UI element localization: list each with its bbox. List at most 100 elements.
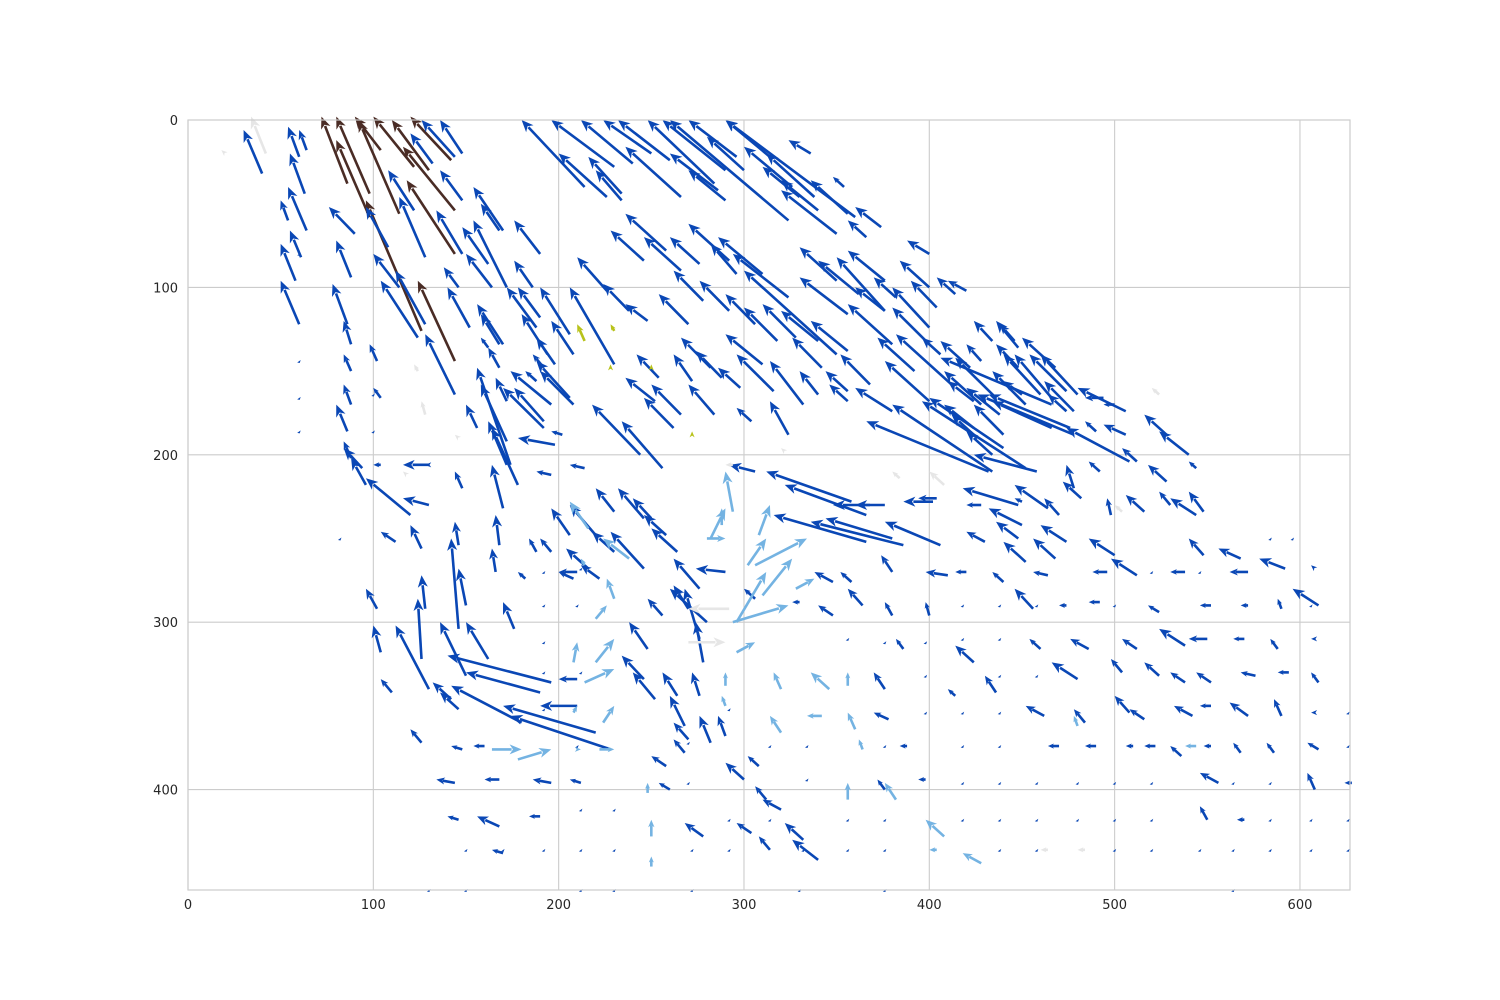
- vector-arrow: [695, 351, 723, 379]
- vector-arrow: [1188, 461, 1198, 470]
- vector-arrow: [514, 220, 542, 255]
- vector-arrow: [947, 280, 967, 292]
- vector-arrow-dot: [997, 818, 1002, 822]
- vector-arrow-dot: [1112, 604, 1117, 608]
- vector-arrow: [873, 712, 890, 721]
- vector-arrow: [781, 190, 838, 235]
- vector-arrow-dot: [997, 711, 1002, 715]
- vector-arrow-dot: [541, 848, 546, 852]
- vector-arrow: [1129, 709, 1146, 721]
- vector-arrow: [992, 571, 1005, 583]
- vector-arrow: [735, 571, 767, 623]
- vector-arrow: [836, 257, 886, 312]
- vector-arrow: [825, 371, 849, 393]
- vector-arrow: [1033, 538, 1057, 560]
- vector-arrow: [866, 421, 990, 473]
- vector-arrow: [343, 384, 353, 406]
- vector-arrow: [1311, 710, 1318, 716]
- vector-arrow: [489, 548, 499, 573]
- vector-arrow: [1233, 636, 1245, 642]
- vector-arrow: [388, 170, 416, 212]
- vector-arrow: [736, 354, 775, 393]
- vector-arrow: [580, 558, 587, 566]
- vector-arrow: [784, 484, 867, 517]
- vector-arrow: [447, 815, 459, 821]
- vector-arrow-dot: [923, 674, 928, 678]
- vector-arrow: [540, 287, 571, 335]
- vector-arrow-dot: [463, 848, 468, 852]
- vector-arrow-dot: [997, 637, 1002, 641]
- vector-arrow: [1233, 742, 1242, 754]
- vector-arrow: [1029, 354, 1068, 393]
- vector-arrow: [658, 782, 671, 791]
- vector-arrow-dot: [804, 745, 809, 749]
- vector-arrow: [784, 823, 805, 841]
- vector-arrow-dot: [997, 604, 1002, 608]
- x-axis-ticks: 0 100 200 300 400 500 600: [184, 898, 1313, 913]
- vector-arrow: [571, 642, 580, 663]
- vector-arrow: [746, 538, 767, 567]
- x-tick-label: 100: [361, 898, 386, 913]
- vector-arrow: [1114, 695, 1131, 714]
- vector-arrow-dot: [371, 430, 375, 434]
- vector-arrow: [280, 280, 301, 325]
- vector-arrow-dot: [575, 604, 579, 608]
- vector-arrow: [921, 337, 942, 356]
- vector-arrow: [1144, 414, 1168, 436]
- vector-arrow: [440, 120, 464, 155]
- vector-arrow: [1088, 538, 1116, 557]
- vector-arrow: [610, 531, 645, 570]
- vector-arrow-dot: [1197, 848, 1202, 852]
- vector-arrow-dot: [727, 848, 731, 852]
- vector-arrow: [495, 377, 508, 402]
- vector-arrow: [625, 304, 649, 322]
- vector-arrow: [621, 421, 664, 470]
- vector-arrow: [491, 428, 520, 486]
- vector-arrow: [1170, 746, 1183, 758]
- vector-arrow: [369, 344, 379, 362]
- vector-arrow: [799, 277, 849, 316]
- vector-arrow: [336, 240, 353, 278]
- vector-arrow: [1185, 743, 1197, 749]
- vector-arrow: [717, 715, 727, 737]
- vector-arrow: [1044, 498, 1061, 516]
- vector-arrow: [1159, 431, 1190, 456]
- vector-arrow: [221, 150, 228, 157]
- vector-arrow: [940, 357, 1053, 406]
- vector-arrow: [465, 670, 541, 694]
- vector-arrow: [810, 519, 904, 547]
- vector-arrow: [992, 371, 1027, 406]
- vector-arrow-dot: [541, 570, 546, 574]
- vector-arrow-dot: [1075, 818, 1080, 822]
- vector-arrow-dot: [1346, 711, 1350, 715]
- vector-arrow: [669, 153, 719, 192]
- vector-arrow: [425, 462, 432, 468]
- vector-arrow: [517, 571, 527, 580]
- vector-arrow: [1170, 569, 1186, 575]
- vector-arrow: [673, 270, 705, 302]
- vector-arrow: [1159, 628, 1186, 647]
- vector-arrow: [814, 571, 834, 584]
- vector-arrow: [358, 120, 401, 215]
- vector-arrow: [1199, 703, 1212, 709]
- vector-arrow: [693, 622, 705, 663]
- vector-arrow: [1084, 421, 1097, 433]
- vector-arrow-dot: [882, 818, 887, 822]
- vector-arrow: [844, 782, 851, 800]
- vector-arrow: [725, 462, 733, 468]
- vector-arrow: [658, 294, 690, 326]
- vector-arrow-dot: [845, 637, 850, 641]
- vector-arrow: [580, 565, 601, 580]
- vector-arrow: [973, 452, 1038, 473]
- vector-arrow: [1307, 772, 1316, 791]
- vector-arrow: [699, 715, 712, 744]
- vector-arrow: [288, 186, 308, 231]
- vector-arrow-dot: [690, 848, 694, 852]
- vector-arrow: [410, 729, 423, 744]
- vector-arrow: [480, 337, 490, 349]
- vector-arrow: [280, 200, 290, 221]
- vector-arrow: [425, 334, 457, 396]
- vector-arrow: [1122, 448, 1138, 463]
- vector-arrow-dot: [923, 711, 928, 715]
- vector-arrow: [447, 287, 471, 329]
